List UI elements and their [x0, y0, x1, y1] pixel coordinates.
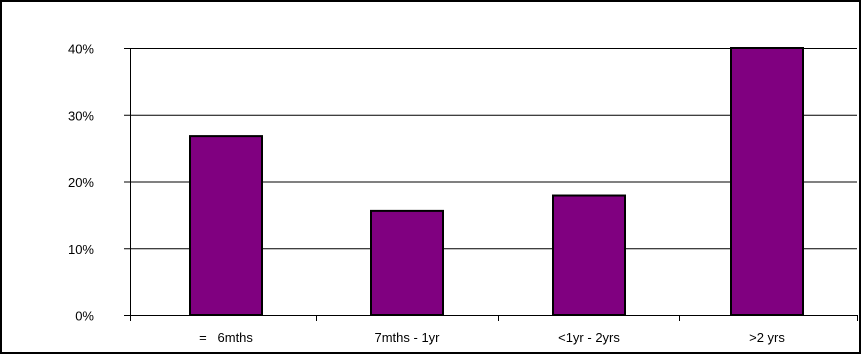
bar — [730, 47, 804, 316]
bar — [189, 135, 263, 316]
bar — [552, 194, 626, 316]
x-tick-label: = 6mths — [199, 330, 253, 345]
axes — [124, 48, 858, 321]
y-tick-label: 20% — [68, 175, 94, 190]
x-tick-label: >2 yrs — [749, 330, 785, 345]
x-tick-label: 7mths - 1yr — [374, 330, 440, 345]
y-tick-label: 0% — [75, 309, 94, 324]
y-tick-label: 40% — [68, 42, 94, 57]
y-tick-label: 10% — [68, 242, 94, 257]
x-tick-label: <1yr - 2yrs — [558, 330, 620, 345]
y-tick-label: 30% — [68, 108, 94, 123]
tick-labels: 0% 10% 20% 30% 40% = 6mths 7mths - 1yr <1yr - 2… — [68, 42, 785, 346]
bar — [370, 209, 444, 316]
